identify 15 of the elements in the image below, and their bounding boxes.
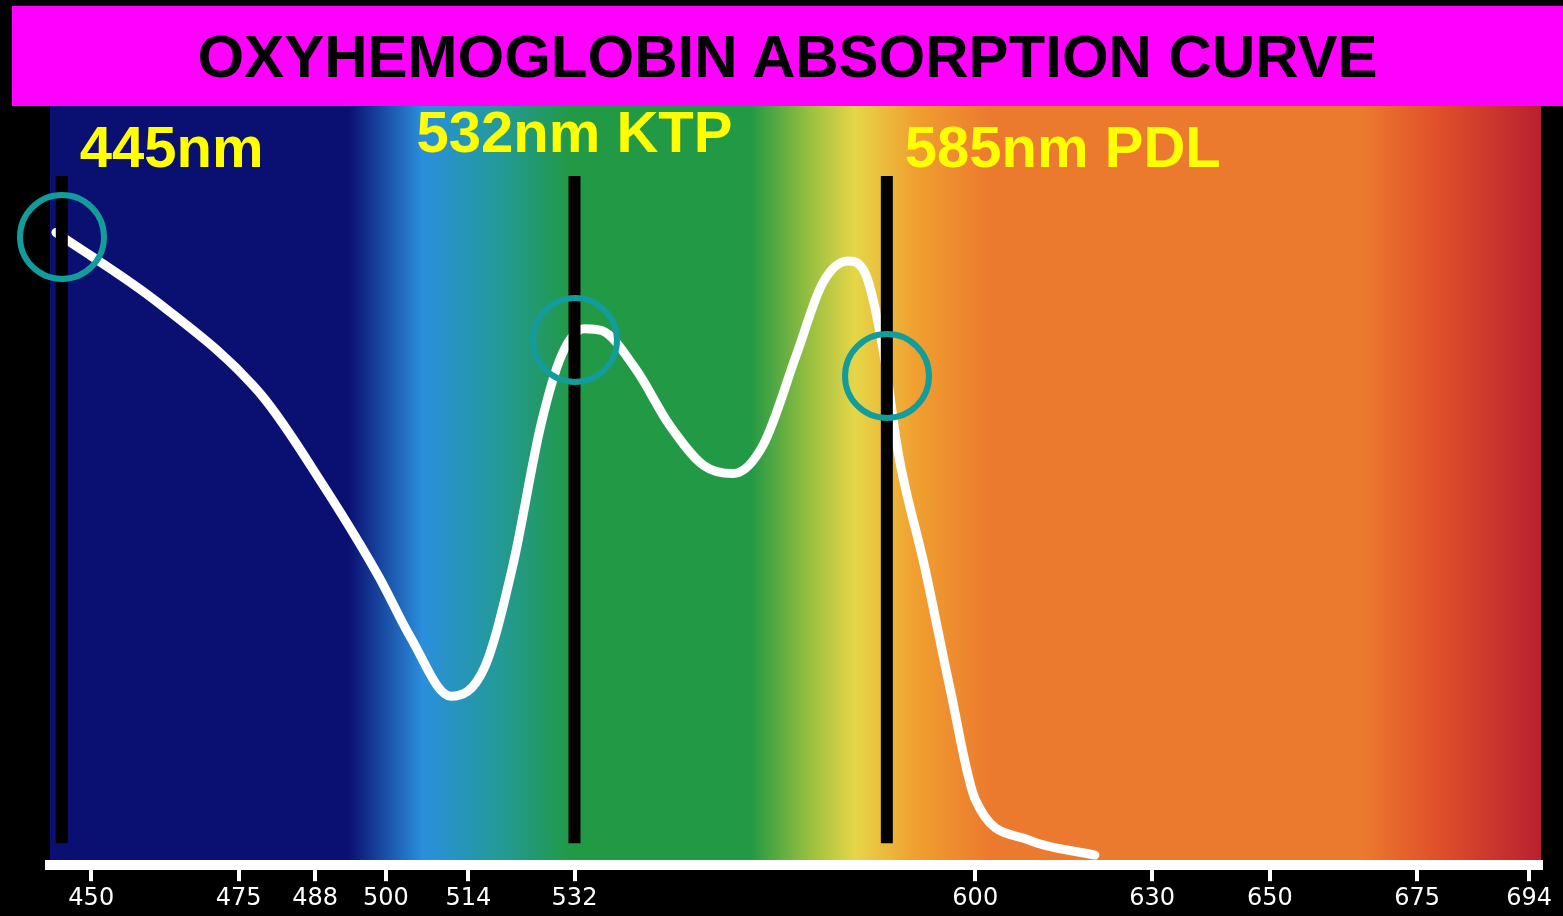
x-tick-label: 532 xyxy=(551,882,598,911)
x-tick-label: 500 xyxy=(363,882,409,911)
ref-line-label: 585nm PDL xyxy=(904,114,1221,179)
ref-line-label: 532nm KTP xyxy=(416,99,733,164)
x-tick-label: 675 xyxy=(1394,882,1441,911)
x-tick-label: 450 xyxy=(68,882,115,911)
x-tick-label: 488 xyxy=(292,882,339,911)
ref-line-label: 445nm xyxy=(79,114,264,179)
x-tick-label: 630 xyxy=(1129,882,1175,911)
x-tick-label: 694 xyxy=(1506,882,1553,911)
x-tick-label: 600 xyxy=(952,882,999,911)
x-tick-label: 475 xyxy=(215,882,262,911)
x-tick-label: 514 xyxy=(445,882,492,911)
chart-title: OXYHEMOGLOBIN ABSORPTION CURVE xyxy=(197,22,1378,90)
x-tick-label: 650 xyxy=(1247,882,1293,911)
